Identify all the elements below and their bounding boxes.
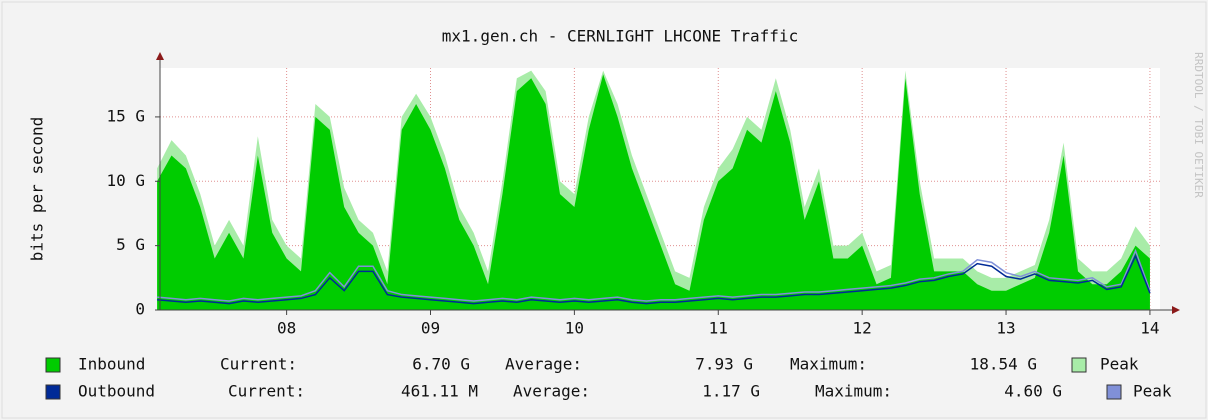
legend-label: Inbound — [78, 355, 145, 374]
watermark: RRDTOOL / TOBI OETIKER — [1192, 52, 1205, 198]
x-tick-label: 09 — [421, 319, 440, 338]
legend-swatch — [1071, 357, 1087, 373]
y-tick-label: 15 G — [106, 106, 145, 125]
x-arrow — [1172, 306, 1180, 314]
x-tick-label: 10 — [565, 319, 584, 338]
stat-value: 1.17 G — [702, 382, 760, 401]
x-tick-label: 11 — [709, 319, 728, 338]
stat-label: Maximum: — [790, 355, 867, 374]
y-axis-label: bits per second — [28, 117, 47, 262]
x-tick-label: 13 — [996, 319, 1015, 338]
area — [157, 74, 1150, 310]
legend-swatch — [1106, 384, 1122, 400]
y-tick-label: 5 G — [116, 235, 145, 254]
y-arrow — [156, 52, 164, 60]
legend-label: Peak — [1133, 382, 1172, 401]
legend-label: Outbound — [78, 382, 155, 401]
x-tick-label: 08 — [277, 319, 296, 338]
stat-label: Current: — [220, 355, 297, 374]
stat-value: 7.93 G — [695, 355, 753, 374]
stat-value: 4.60 G — [1004, 382, 1062, 401]
y-tick-label: 0 — [135, 300, 145, 319]
stat-value: 6.70 G — [412, 355, 470, 374]
stat-value: 461.11 M — [401, 382, 478, 401]
y-tick-label: 10 G — [106, 171, 145, 190]
x-tick-label: 12 — [853, 319, 872, 338]
x-tick-label: 14 — [1140, 319, 1159, 338]
chart-title: mx1.gen.ch - CERNLIGHT LHCONE Traffic — [442, 27, 798, 46]
line — [157, 254, 1151, 305]
stat-label: Average: — [505, 355, 582, 374]
legend-label: Peak — [1100, 355, 1139, 374]
stat-label: Average: — [513, 382, 590, 401]
legend-swatch — [45, 357, 61, 373]
peak-line — [157, 248, 1151, 302]
stat-label: Current: — [228, 382, 305, 401]
legend-swatch — [45, 384, 61, 400]
stat-label: Maximum: — [815, 382, 892, 401]
stat-value: 18.54 G — [970, 355, 1037, 374]
